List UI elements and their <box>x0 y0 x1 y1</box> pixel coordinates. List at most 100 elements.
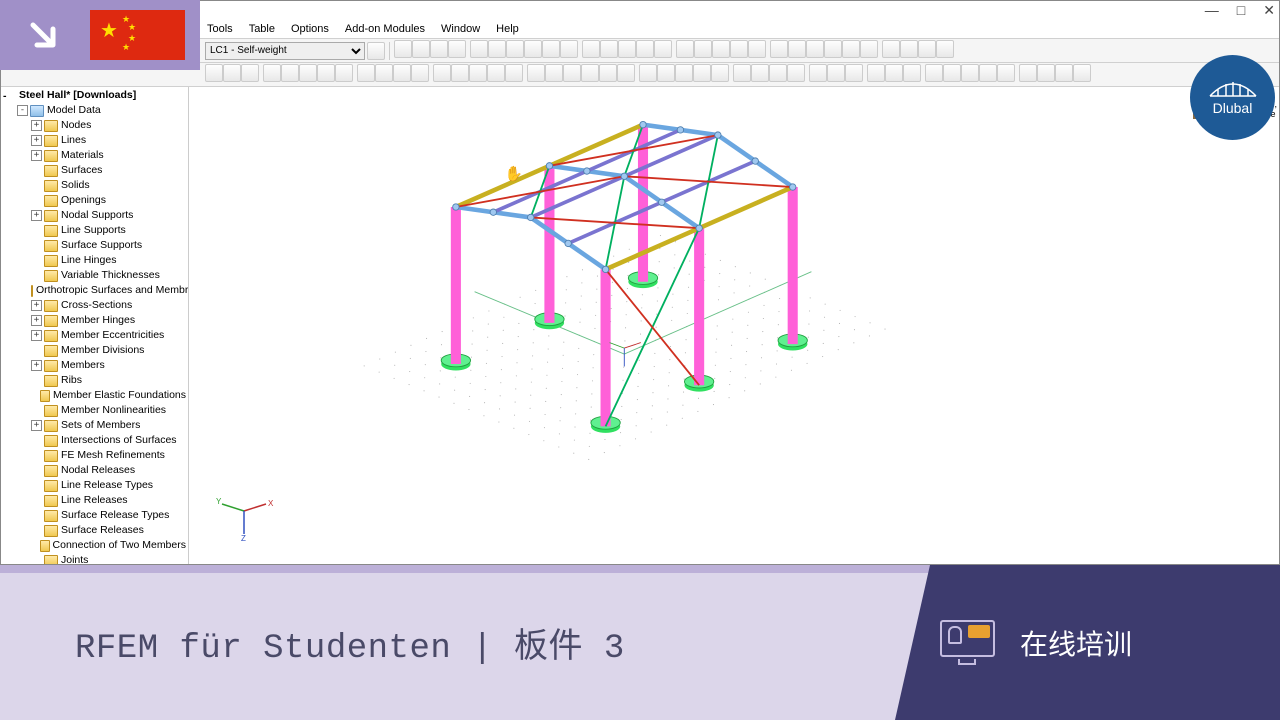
tree-item[interactable]: +Member Eccentricities <box>1 328 188 343</box>
toolbar-btn[interactable] <box>712 40 730 58</box>
tree-item[interactable]: Surface Release Types <box>1 508 188 523</box>
tree-item[interactable]: +Member Hinges <box>1 313 188 328</box>
toolbar-btn[interactable] <box>654 40 672 58</box>
tree-item[interactable]: +Lines <box>1 133 188 148</box>
tree-item[interactable]: Connection of Two Members <box>1 538 188 553</box>
toolbar-btn[interactable] <box>733 64 751 82</box>
toolbar-btn[interactable] <box>411 64 429 82</box>
tree-item[interactable]: Joints <box>1 553 188 564</box>
toolbar-btn[interactable] <box>527 64 545 82</box>
toolbar-btn[interactable] <box>809 64 827 82</box>
toolbar-btn[interactable] <box>223 64 241 82</box>
toolbar-btn[interactable] <box>842 40 860 58</box>
toolbar-btn[interactable] <box>487 64 505 82</box>
tree-item[interactable]: Line Release Types <box>1 478 188 493</box>
tree-item[interactable]: Member Divisions <box>1 343 188 358</box>
toolbar-btn[interactable] <box>787 64 805 82</box>
toolbar-btn[interactable] <box>299 64 317 82</box>
toolbar-btn[interactable] <box>639 64 657 82</box>
tree-item[interactable]: FE Mesh Refinements <box>1 448 188 463</box>
tree-item[interactable]: Line Hinges <box>1 253 188 268</box>
toolbar-btn[interactable] <box>885 64 903 82</box>
toolbar-btn[interactable] <box>770 40 788 58</box>
maximize-button[interactable]: □ <box>1237 2 1245 18</box>
tree-item[interactable]: Openings <box>1 193 188 208</box>
toolbar-btn[interactable] <box>961 64 979 82</box>
toolbar-btn[interactable] <box>469 64 487 82</box>
tree-section[interactable]: -Model Data <box>1 103 188 118</box>
minimize-button[interactable]: — <box>1205 2 1219 18</box>
tree-item[interactable]: Variable Thicknesses <box>1 268 188 283</box>
toolbar-btn[interactable] <box>412 40 430 58</box>
toolbar-btn[interactable] <box>900 40 918 58</box>
tree-item[interactable]: Member Nonlinearities <box>1 403 188 418</box>
toolbar-btn[interactable] <box>845 64 863 82</box>
tree-item[interactable]: +Materials <box>1 148 188 163</box>
toolbar-btn[interactable] <box>925 64 943 82</box>
tree-item[interactable]: Line Supports <box>1 223 188 238</box>
menu-item[interactable]: Table <box>243 21 281 37</box>
toolbar-btn[interactable] <box>263 64 281 82</box>
toolbar-btn[interactable] <box>618 40 636 58</box>
toolbar-btn[interactable] <box>505 64 523 82</box>
tree-item[interactable]: Member Elastic Foundations <box>1 388 188 403</box>
toolbar-btn[interactable] <box>617 64 635 82</box>
menu-item[interactable]: Help <box>490 21 525 37</box>
tree-item[interactable]: Surface Supports <box>1 238 188 253</box>
toolbar-btn[interactable] <box>1019 64 1037 82</box>
toolbar-btn[interactable] <box>730 40 748 58</box>
toolbar-btn[interactable] <box>488 40 506 58</box>
tree-item[interactable]: +Nodes <box>1 118 188 133</box>
toolbar-btn[interactable] <box>1073 64 1091 82</box>
toolbar-btn[interactable] <box>506 40 524 58</box>
toolbar-btn[interactable] <box>367 42 385 60</box>
toolbar-btn[interactable] <box>860 40 878 58</box>
tree-item[interactable]: Orthotropic Surfaces and Membra <box>1 283 188 298</box>
toolbar-btn[interactable] <box>582 40 600 58</box>
toolbar-btn[interactable] <box>375 64 393 82</box>
toolbar-btn[interactable] <box>317 64 335 82</box>
toolbar-btn[interactable] <box>711 64 729 82</box>
toolbar-btn[interactable] <box>581 64 599 82</box>
toolbar-btn[interactable] <box>281 64 299 82</box>
toolbar-btn[interactable] <box>599 64 617 82</box>
tree-item[interactable]: Intersections of Surfaces <box>1 433 188 448</box>
toolbar-btn[interactable] <box>393 64 411 82</box>
loadcase-select[interactable]: LC1 - Self-weight <box>205 42 365 60</box>
toolbar-btn[interactable] <box>918 40 936 58</box>
toolbar-btn[interactable] <box>563 64 581 82</box>
toolbar-btn[interactable] <box>675 64 693 82</box>
toolbar-btn[interactable] <box>943 64 961 82</box>
toolbar-btn[interactable] <box>433 64 451 82</box>
toolbar-btn[interactable] <box>1055 64 1073 82</box>
toolbar-btn[interactable] <box>600 40 618 58</box>
tree-item[interactable]: +Nodal Supports <box>1 208 188 223</box>
menu-item[interactable]: Tools <box>201 21 239 37</box>
tree-item[interactable]: +Sets of Members <box>1 418 188 433</box>
toolbar-btn[interactable] <box>827 64 845 82</box>
tree-item[interactable]: Surfaces <box>1 163 188 178</box>
toolbar-btn[interactable] <box>936 40 954 58</box>
toolbar-btn[interactable] <box>769 64 787 82</box>
toolbar-btn[interactable] <box>335 64 353 82</box>
toolbar-btn[interactable] <box>448 40 466 58</box>
toolbar-btn[interactable] <box>205 64 223 82</box>
toolbar-btn[interactable] <box>470 40 488 58</box>
toolbar-btn[interactable] <box>979 64 997 82</box>
toolbar-btn[interactable] <box>357 64 375 82</box>
toolbar-btn[interactable] <box>882 40 900 58</box>
close-button[interactable]: ✕ <box>1263 2 1275 19</box>
tree-item[interactable]: Surface Releases <box>1 523 188 538</box>
tree-item[interactable]: Ribs <box>1 373 188 388</box>
toolbar-btn[interactable] <box>903 64 921 82</box>
toolbar-btn[interactable] <box>867 64 885 82</box>
toolbar-btn[interactable] <box>748 40 766 58</box>
toolbar-btn[interactable] <box>560 40 578 58</box>
toolbar-btn[interactable] <box>824 40 842 58</box>
toolbar-btn[interactable] <box>676 40 694 58</box>
tree-item[interactable]: +Members <box>1 358 188 373</box>
toolbar-btn[interactable] <box>1037 64 1055 82</box>
toolbar-btn[interactable] <box>451 64 469 82</box>
model-viewport[interactable]: ✋ 5: IPE 140; Stee6: Rectangle 650,7: HE… <box>189 87 1279 564</box>
toolbar-btn[interactable] <box>693 64 711 82</box>
